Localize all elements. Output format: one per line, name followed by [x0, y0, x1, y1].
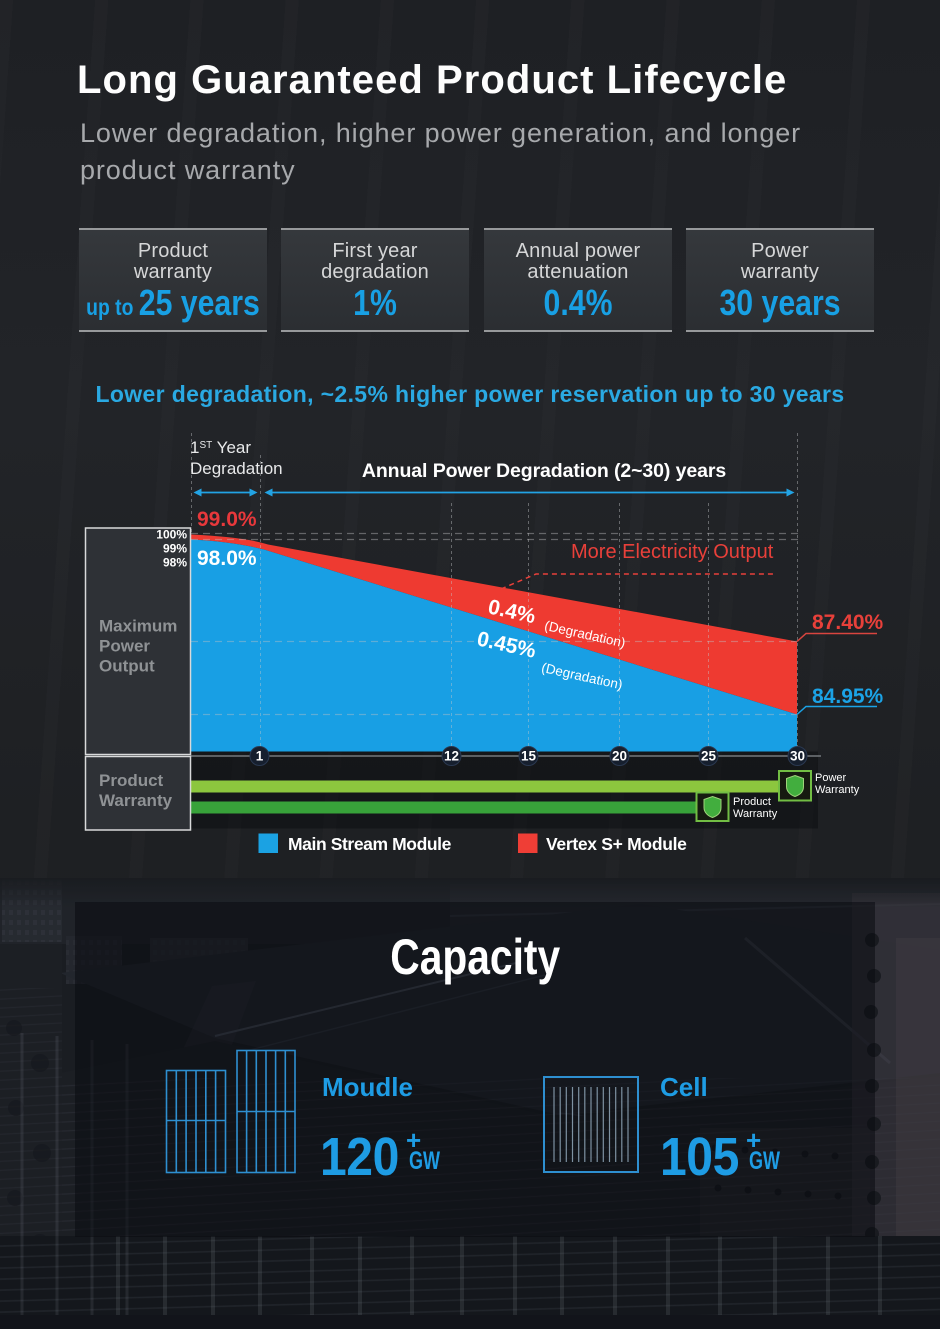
svg-text:12: 12 — [444, 749, 459, 764]
svg-text:87.40%: 87.40% — [812, 611, 884, 634]
svg-text:Product: Product — [99, 771, 164, 790]
svg-text:84.95%: 84.95% — [812, 685, 884, 708]
svg-text:1: 1 — [256, 749, 264, 764]
svg-text:Maximum: Maximum — [99, 617, 177, 636]
svg-text:Vertex S+ Module: Vertex S+ Module — [546, 834, 687, 854]
svg-text:25: 25 — [701, 749, 717, 764]
svg-text:Warranty: Warranty — [815, 784, 860, 796]
svg-text:Power: Power — [815, 772, 847, 784]
svg-text:99%: 99% — [163, 542, 187, 556]
svg-text:20: 20 — [612, 749, 627, 764]
svg-text:1ST Year: 1ST Year — [190, 438, 251, 457]
svg-text:Degradation: Degradation — [190, 459, 283, 478]
svg-text:Main Stream Module: Main Stream Module — [288, 834, 452, 854]
svg-text:More Electricity Output: More Electricity Output — [571, 541, 774, 563]
svg-text:Power: Power — [99, 637, 150, 656]
svg-text:30: 30 — [790, 749, 805, 764]
svg-text:98.0%: 98.0% — [197, 547, 257, 570]
svg-text:Output: Output — [99, 657, 155, 676]
svg-text:15: 15 — [521, 749, 537, 764]
svg-text:Product: Product — [733, 796, 771, 808]
svg-text:Warranty: Warranty — [733, 808, 778, 820]
svg-text:Warranty: Warranty — [99, 791, 173, 810]
svg-text:100%: 100% — [156, 528, 187, 542]
svg-text:99.0%: 99.0% — [197, 508, 257, 531]
svg-text:98%: 98% — [163, 556, 187, 570]
svg-text:Annual Power Degradation (2~30: Annual Power Degradation (2~30) years — [362, 460, 726, 482]
